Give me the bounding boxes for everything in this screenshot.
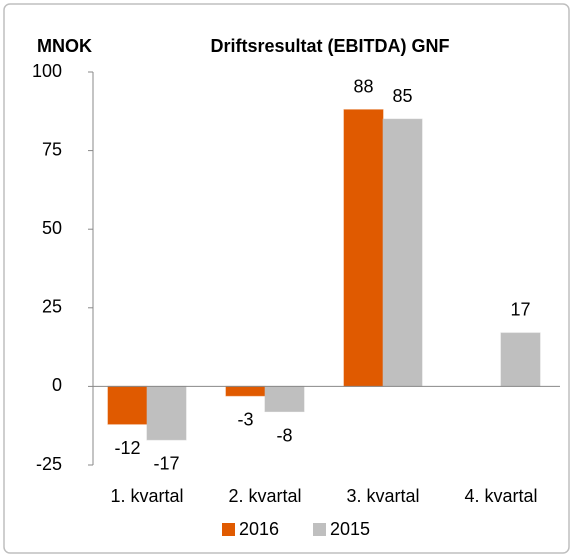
x-tick-label: 1. kvartal — [110, 486, 183, 506]
bar — [500, 332, 541, 387]
bar — [382, 118, 423, 387]
data-label: -3 — [237, 410, 253, 430]
bar — [146, 385, 187, 441]
x-tick-label: 4. kvartal — [464, 486, 537, 506]
legend-label: 2015 — [330, 519, 370, 539]
y-tick-label: 100 — [32, 61, 62, 81]
legend-label: 2016 — [239, 519, 279, 539]
chart-title: Driftsresultat (EBITDA) GNF — [210, 36, 449, 56]
y-tick-label: 0 — [52, 375, 62, 395]
bar — [107, 385, 148, 425]
y-axis-label: MNOK — [37, 36, 92, 56]
bar — [225, 385, 266, 397]
legend-swatch — [222, 523, 235, 536]
y-tick-label: -25 — [36, 454, 62, 474]
y-tick-label: 75 — [42, 139, 62, 159]
bar — [343, 109, 384, 387]
data-label: 17 — [510, 300, 530, 320]
x-tick-label: 2. kvartal — [228, 486, 301, 506]
data-label: -8 — [276, 425, 292, 445]
chart-frame — [3, 3, 570, 554]
bar — [264, 385, 305, 413]
legend-swatch — [313, 523, 326, 536]
x-tick-label: 3. kvartal — [346, 486, 419, 506]
data-label: 85 — [392, 86, 412, 106]
data-label: 88 — [353, 76, 373, 96]
y-tick-label: 25 — [42, 297, 62, 317]
y-tick-label: 50 — [42, 218, 62, 238]
data-label: -12 — [114, 438, 140, 458]
data-label: -17 — [153, 454, 179, 474]
